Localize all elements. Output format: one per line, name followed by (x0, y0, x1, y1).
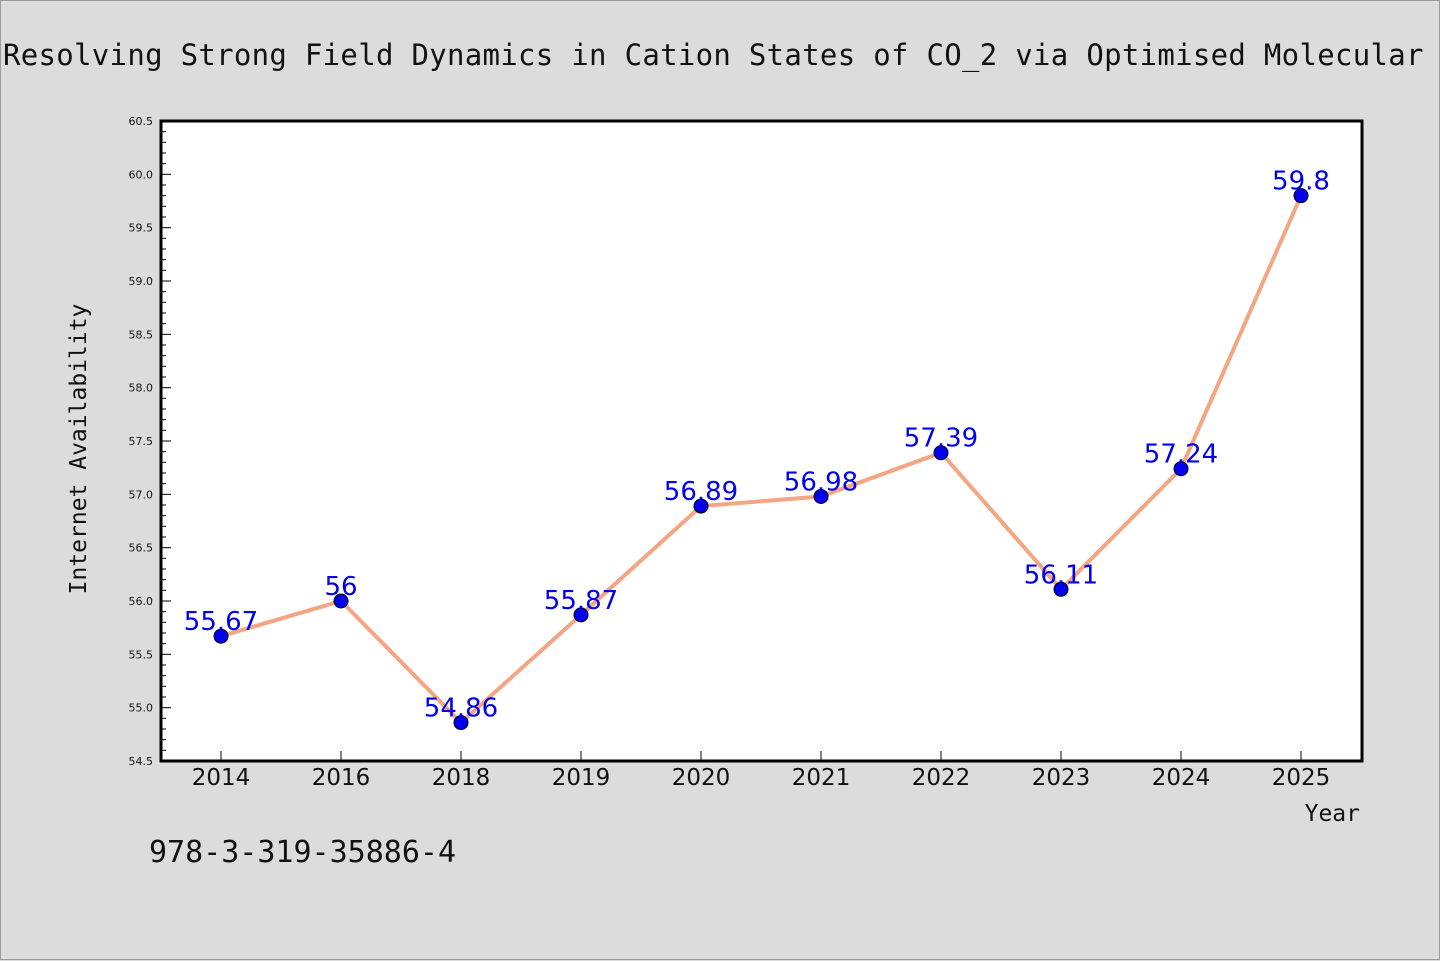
data-label: 55.87 (544, 586, 618, 616)
x-tick-label: 2022 (912, 765, 971, 791)
data-label: 56 (324, 572, 357, 602)
y-tick-label: 55.0 (129, 702, 154, 715)
data-label: 55.67 (184, 607, 258, 637)
y-axis-label: Internet Availability (66, 304, 92, 595)
data-labels: 55.67 56 54.86 55.87 56.89 56.98 57.39 56.11 57.… (184, 167, 1330, 724)
data-point (1173, 461, 1189, 477)
series-line (219, 193, 1303, 725)
y-axis: 54.5 55.0 55.5 56.0 56.5 57.0 57.5 58.0 58.5 59.0… (129, 115, 171, 768)
x-tick-label: 2024 (1152, 765, 1211, 791)
y-tick-label: 55.5 (129, 648, 154, 661)
y-tick-label: 60.0 (129, 168, 154, 181)
data-point (693, 498, 709, 514)
plot-frame (159, 119, 1364, 763)
data-point (1293, 188, 1309, 204)
data-series (213, 188, 1309, 731)
y-tick-label: 57.5 (129, 435, 154, 448)
data-point (813, 488, 829, 504)
x-tick-label: 2019 (552, 765, 611, 791)
data-point (213, 628, 229, 644)
x-axis: 2014 2016 2018 2019 2020 2021 2022 2023 2024 2025 (192, 751, 1331, 791)
x-tick-label: 2018 (432, 765, 491, 791)
data-label: 56.98 (784, 467, 858, 497)
y-tick-label: 60.5 (129, 115, 154, 128)
y-tick-label: 54.5 (129, 755, 154, 768)
x-tick-label: 2020 (672, 765, 731, 791)
data-label: 57.24 (1144, 440, 1218, 470)
isbn-text: 978-3-319-35886-4 (149, 835, 457, 870)
x-tick-label: 2025 (1272, 765, 1331, 791)
data-point (573, 607, 589, 623)
x-tick-label: 2021 (792, 765, 851, 791)
chart-title: Resolving Strong Field Dynamics in Catio… (3, 38, 1440, 72)
y-tick-label: 59.5 (129, 222, 154, 235)
data-label: 59.8 (1272, 167, 1330, 197)
y-tick-label: 58.0 (129, 382, 154, 395)
x-axis-label: Year (1305, 801, 1360, 827)
data-point (1053, 581, 1069, 597)
y-tick-label: 59.0 (129, 275, 154, 288)
data-point (333, 593, 349, 609)
y-tick-label: 58.5 (129, 328, 154, 341)
data-label: 54.86 (424, 694, 498, 724)
x-tick-label: 2023 (1032, 765, 1091, 791)
plot-area (161, 121, 1362, 761)
data-label: 56.89 (664, 477, 738, 507)
data-point (453, 715, 469, 731)
y-tick-label: 56.5 (129, 542, 154, 555)
y-tick-label: 56.0 (129, 595, 154, 608)
data-point (933, 445, 949, 461)
data-label: 56.11 (1024, 560, 1098, 590)
x-tick-label: 2014 (192, 765, 251, 791)
data-label: 57.39 (904, 424, 978, 454)
y-tick-label: 57.0 (129, 488, 154, 501)
x-tick-label: 2016 (312, 765, 371, 791)
